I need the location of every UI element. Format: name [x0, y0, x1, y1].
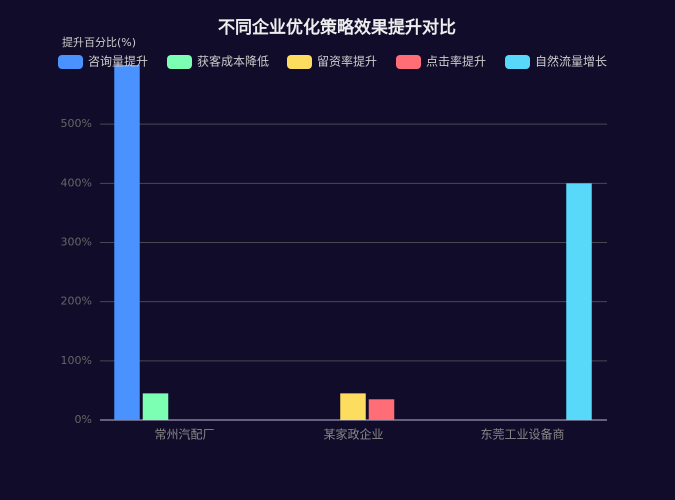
legend-label: 自然流量增长 [535, 54, 607, 69]
y-tick-label: 100% [61, 354, 92, 367]
bar [114, 65, 140, 420]
y-tick-label: 200% [61, 295, 92, 308]
legend-swatch [167, 55, 192, 69]
legend-swatch [505, 55, 530, 69]
chart-title: 不同企业优化策略效果提升对比 [218, 17, 456, 38]
x-tick-label: 某家政企业 [323, 427, 383, 442]
bar [142, 393, 169, 420]
y-axis-label: 提升百分比(%) [62, 36, 136, 49]
y-tick-label: 0% [75, 413, 92, 426]
x-tick-label: 常州汽配厂 [154, 427, 214, 442]
bar [368, 399, 395, 420]
x-tick-label: 东莞工业设备商 [480, 427, 564, 442]
legend-swatch [396, 55, 421, 69]
bar [566, 183, 592, 420]
legend-label: 咨询量提升 [88, 54, 148, 69]
y-tick-label: 300% [61, 236, 92, 249]
legend-swatch [287, 55, 312, 69]
legend-label: 点击率提升 [426, 54, 486, 69]
legend-label: 留资率提升 [317, 54, 377, 69]
y-tick-label: 400% [61, 176, 92, 189]
legend-label: 获客成本降低 [197, 54, 269, 69]
y-tick-label: 500% [61, 117, 92, 130]
legend-swatch [58, 55, 83, 69]
bar [340, 393, 366, 420]
